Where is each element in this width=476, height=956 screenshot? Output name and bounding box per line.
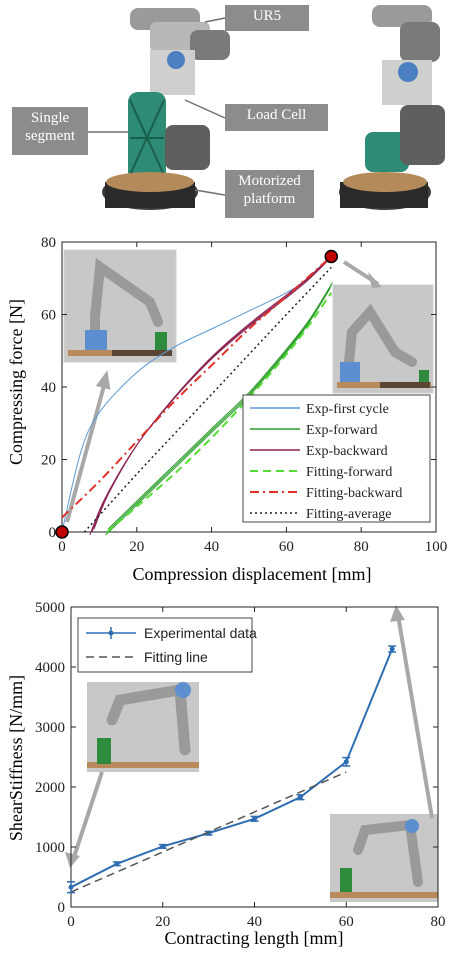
motorized-platform-callout: Motorized platform bbox=[225, 170, 314, 218]
chart1-series-line-3-cycle-3 bbox=[93, 253, 334, 530]
chart1-x-tick-label: 0 bbox=[58, 539, 66, 555]
force-displacement-chart: 0 20 40 60 80 100 0 20 40 60 80 Exp-first cycle Exp… bbox=[0, 222, 476, 587]
chart2-y-tick-label: 2000 bbox=[35, 780, 65, 796]
inset-robot-left bbox=[87, 682, 199, 772]
chart1-legend-label-2: Exp-forward bbox=[306, 423, 378, 438]
chart2-x-axis-label: Contracting length [mm] bbox=[165, 928, 344, 948]
chart1-y-tick-label: 80 bbox=[41, 235, 56, 251]
chart1-series-line-4 bbox=[106, 292, 333, 533]
inset-robot-extended bbox=[63, 249, 177, 363]
inset-robot-right bbox=[330, 814, 438, 902]
chart1-y-tick-label: 60 bbox=[41, 308, 56, 324]
chart1-y-tick-label: 20 bbox=[41, 453, 56, 469]
chart2-pointer-arrows bbox=[65, 605, 434, 868]
chart2-data-point bbox=[343, 759, 349, 765]
chart2-legend-label-2: Fitting line bbox=[144, 649, 208, 665]
chart2-y-tick-label: 0 bbox=[58, 900, 66, 916]
chart2-x-tick-label: 0 bbox=[67, 914, 75, 930]
chart1-y-tick-label: 0 bbox=[49, 525, 57, 541]
chart1-legend: Exp-first cycle Exp-forward Exp-backward Fi… bbox=[242, 394, 431, 523]
chart1-x-tick-label: 100 bbox=[425, 539, 448, 555]
chart2-experimental-line bbox=[70, 648, 394, 889]
inset-robot-compressed bbox=[332, 284, 434, 394]
shear-stiffness-chart: 0 20 40 60 80 0 1000 2000 3000 4000 5000 Experimen… bbox=[0, 590, 476, 951]
chart2-data-point bbox=[160, 843, 166, 849]
chart2-y-tick-label: 5000 bbox=[35, 600, 65, 616]
chart1-series-line-3-cycle-2 bbox=[89, 259, 330, 536]
chart1-x-tick-label: 80 bbox=[354, 539, 369, 555]
chart2-data-point bbox=[68, 884, 74, 890]
chart1-legend-label-4: Fitting-forward bbox=[306, 465, 392, 480]
load-cell-callout: Load Cell bbox=[225, 104, 328, 131]
chart1-series-line-2 bbox=[106, 285, 332, 533]
chart1-series-line-6 bbox=[83, 266, 332, 533]
chart2-data-point bbox=[114, 861, 120, 867]
inset-pointer-arrows bbox=[65, 260, 382, 523]
chart2-x-tick-label: 80 bbox=[431, 914, 446, 930]
chart2-data-point bbox=[297, 794, 303, 800]
chart1-y-axis-label: Compressing force [N] bbox=[6, 299, 26, 465]
chart1-x-axis-label: Compression displacement [mm] bbox=[133, 564, 372, 584]
chart1-legend-label-6: Fitting-average bbox=[306, 507, 392, 522]
robot-photo-panel: UR5 Load Cell Single segment Motorized p… bbox=[0, 0, 476, 222]
ur5-callout: UR5 bbox=[225, 5, 309, 31]
chart2-y-axis-label: ShearStiffness [N/mm] bbox=[6, 675, 26, 841]
right-robot-photo bbox=[339, 5, 445, 210]
chart2-y-tick-label: 1000 bbox=[35, 840, 65, 856]
chart2-data-point bbox=[389, 646, 395, 652]
robot-photos bbox=[88, 5, 445, 210]
chart1-marker-2 bbox=[324, 249, 339, 264]
chart2-fitting-line bbox=[70, 771, 347, 893]
shear-stiffness-plot: 0 20 40 60 80 0 1000 2000 3000 4000 5000 Experimen… bbox=[6, 600, 446, 948]
chart1-marker-1 bbox=[55, 525, 69, 539]
chart2-data-point bbox=[252, 816, 257, 822]
single-segment-callout: Single segment bbox=[12, 107, 88, 155]
chart2-x-tick-label: 20 bbox=[155, 914, 170, 930]
chart2-x-tick-label: 40 bbox=[247, 914, 262, 930]
chart1-x-tick-label: 20 bbox=[129, 539, 144, 555]
chart2-legend: Experimental data Fitting line bbox=[77, 617, 257, 673]
chart2-legend-label-1: Experimental data bbox=[144, 625, 257, 641]
chart1-series-line-2-cycle-2 bbox=[105, 288, 331, 536]
chart2-y-tick-label: 4000 bbox=[35, 660, 65, 676]
chart1-series-line-2-cycle-3 bbox=[107, 282, 333, 530]
chart1-x-tick-label: 40 bbox=[204, 539, 219, 555]
left-robot-photo bbox=[102, 8, 230, 210]
chart2-legend-point bbox=[108, 630, 114, 636]
chart1-series-line-5 bbox=[61, 255, 332, 519]
chart1-y-tick-label: 40 bbox=[41, 380, 56, 396]
callout-pointers bbox=[88, 17, 226, 196]
chart1-legend-label-5: Fitting-backward bbox=[306, 486, 402, 501]
chart2-x-tick-label: 60 bbox=[339, 914, 354, 930]
chart2-y-tick-label: 3000 bbox=[35, 720, 65, 736]
chart1-x-tick-label: 60 bbox=[279, 539, 294, 555]
chart1-legend-label-1: Exp-first cycle bbox=[306, 402, 389, 417]
chart1-legend-label-3: Exp-backward bbox=[306, 444, 388, 459]
